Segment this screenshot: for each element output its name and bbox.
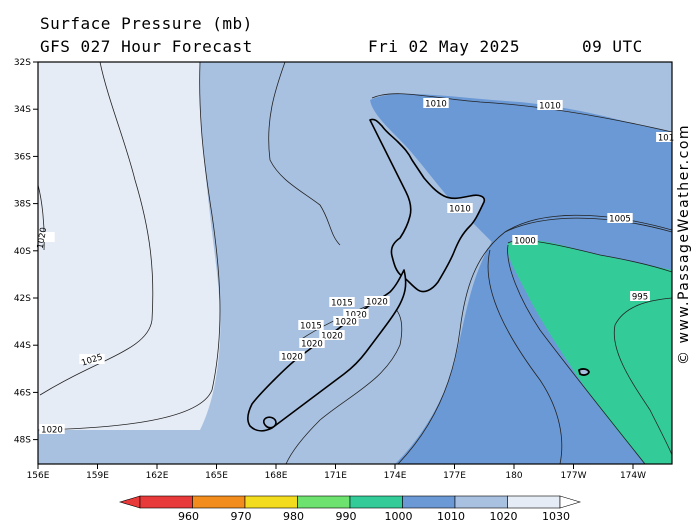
- lon-axis: 156E 159E 162E 165E 168E 171E 174E 177E 180 177W 1…: [27, 464, 646, 481]
- watermark: © www.PassageWeather.com: [676, 123, 692, 365]
- legend-swatch: [192, 495, 246, 509]
- isobar-1020-left: [38, 184, 45, 251]
- lon-label: 177W: [560, 471, 586, 481]
- isobar-1010-south: [397, 214, 672, 464]
- contour-label: 1010: [425, 100, 447, 110]
- lon-label: 162E: [146, 471, 169, 481]
- lon-label: 171E: [324, 471, 347, 481]
- chart-title: Surface Pressure (mb): [40, 14, 253, 33]
- contour-label-bg: [447, 203, 473, 213]
- contour-label: 1020: [366, 298, 388, 308]
- legend-swatch: [507, 495, 561, 509]
- isobar-1005: [487, 217, 672, 464]
- contour-label-bg: [656, 132, 676, 142]
- contour-label-bg: [79, 354, 105, 364]
- legend-swatch: [349, 495, 403, 509]
- lon-label: 177E: [443, 471, 466, 481]
- contour-label: 1010: [539, 102, 561, 112]
- contour-label: 1020: [41, 426, 63, 436]
- contour-label-bg: [298, 320, 324, 330]
- isobar-1020-west: [38, 62, 221, 431]
- contour-label: 1015: [300, 322, 322, 332]
- isobar-1020-coast: [268, 62, 341, 246]
- contour-label-bg: [343, 309, 369, 319]
- legend-value: 1020: [490, 510, 518, 523]
- lat-label: 36S: [14, 152, 31, 162]
- lat-axis: 32S 34S 36S 38S 40S 42S 44S 46S 48S: [14, 58, 38, 446]
- legend-value: 990: [336, 510, 357, 523]
- isobar-995: [613, 297, 672, 456]
- contour-label: 101: [658, 134, 674, 144]
- contour-label-bg: [29, 232, 55, 242]
- legend-swatch: [402, 495, 456, 509]
- contour-label-bg: [333, 316, 359, 326]
- contour-label: 995: [632, 293, 648, 303]
- forecast-subtitle: GFS 027 Hour Forecast: [40, 37, 253, 56]
- lon-label: 180: [505, 471, 522, 481]
- legend-value: 960: [178, 510, 199, 523]
- contour-label: 1020: [281, 353, 303, 363]
- plot-frame: [37, 61, 673, 465]
- contour-label: 1005: [609, 215, 631, 225]
- legend-swatch: [454, 495, 508, 509]
- lat-label: 40S: [14, 247, 31, 257]
- contour-label: 1020: [345, 311, 367, 321]
- lon-label: 156E: [27, 471, 50, 481]
- contour-label-bg: [319, 330, 345, 340]
- valid-date: Fri 02 May 2025: [368, 37, 520, 56]
- stewart-island: [262, 416, 277, 429]
- contour-label: 1020: [36, 227, 50, 250]
- legend-value: 1030: [542, 510, 570, 523]
- lon-label: 159E: [86, 471, 109, 481]
- contour-label-bg: [607, 213, 633, 223]
- contour-label-bg: [299, 338, 325, 348]
- contour-label-bg: [364, 296, 390, 306]
- contour-label-bg: [329, 297, 355, 307]
- lon-label: 174E: [384, 471, 407, 481]
- legend-value: 1010: [437, 510, 465, 523]
- legend-arrow-high: [559, 495, 582, 509]
- legend-swatch: [297, 495, 351, 509]
- contour-label-bg: [630, 291, 650, 301]
- lon-label: 165E: [205, 471, 228, 481]
- contour-label: 1010: [449, 205, 471, 215]
- isobar-1010: [371, 93, 672, 133]
- isobar-1025: [39, 62, 154, 396]
- contour-label: 1020: [335, 318, 357, 328]
- lat-label: 46S: [14, 388, 31, 398]
- legend-value: 980: [283, 510, 304, 523]
- contour-label-bg: [512, 235, 538, 245]
- legend: 960 970 980 990 1000 1010 1020 1030: [118, 495, 582, 523]
- contour-label: 1020: [321, 332, 343, 342]
- lat-label: 38S: [14, 200, 31, 210]
- legend-value: 1000: [385, 510, 413, 523]
- lat-label: 32S: [14, 58, 31, 68]
- contour-label: 1015: [331, 299, 353, 309]
- contour-label-bg: [39, 424, 65, 434]
- legend-swatch: [139, 495, 193, 509]
- contour-label: 1000: [514, 237, 536, 247]
- lon-label: 174W: [620, 471, 646, 481]
- legend-swatch: [244, 495, 298, 509]
- chatham-island: [578, 368, 590, 376]
- legend-arrow-low: [118, 495, 141, 509]
- band-1025-plus: [38, 62, 221, 430]
- contour-label-bg: [537, 100, 563, 110]
- lon-label: 168E: [265, 471, 288, 481]
- north-island: [369, 118, 486, 293]
- contour-label: 1020: [301, 340, 323, 350]
- contour-label-bg: [279, 351, 305, 361]
- legend-value: 970: [231, 510, 252, 523]
- pressure-field: [38, 62, 672, 464]
- valid-time: 09 UTC: [582, 37, 643, 56]
- lat-label: 44S: [14, 341, 31, 351]
- band-1010-north: [370, 94, 672, 250]
- contour-label-bg: [423, 98, 449, 108]
- lat-label: 42S: [14, 294, 31, 304]
- lat-label: 48S: [14, 436, 31, 446]
- lat-label: 34S: [14, 105, 31, 115]
